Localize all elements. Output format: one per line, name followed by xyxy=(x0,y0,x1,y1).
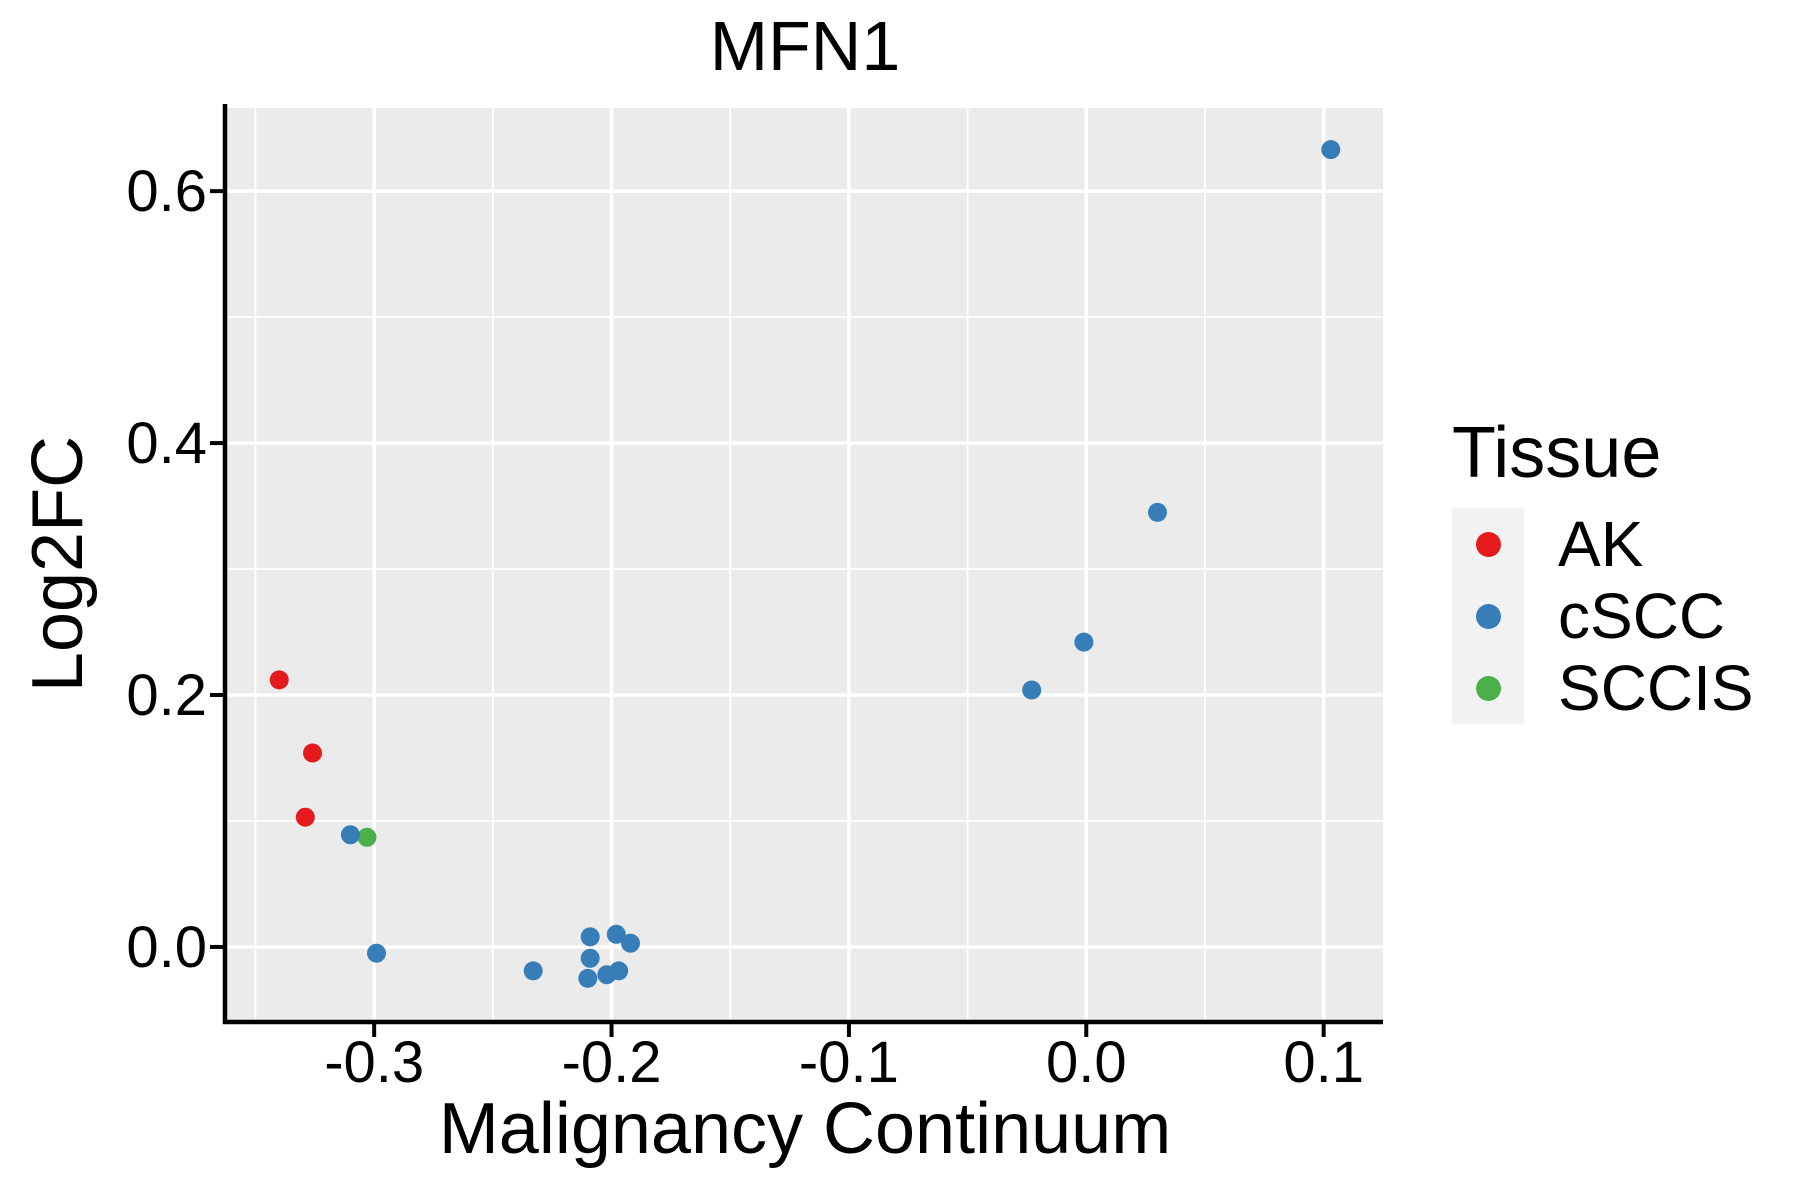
data-point-cscc xyxy=(1148,502,1167,522)
plot-title: MFN1 xyxy=(709,7,901,85)
data-point-cscc xyxy=(606,924,626,944)
legend-title: Tissue xyxy=(1452,413,1662,493)
x-tick-label: 0.0 xyxy=(1046,1030,1127,1095)
plot-panel xyxy=(227,108,1383,1020)
legend: Tissue AK cSCC SCCIS xyxy=(1452,412,1754,724)
legend-row-cscc: cSCC xyxy=(1452,580,1754,652)
data-point-cscc xyxy=(523,961,543,981)
legend-label: cSCC xyxy=(1558,580,1726,652)
data-point-cscc xyxy=(578,968,598,988)
data-point-cscc xyxy=(1321,140,1341,160)
data-point-cscc xyxy=(1074,632,1094,652)
legend-row-ak: AK xyxy=(1452,508,1754,580)
legend-key xyxy=(1452,652,1524,724)
y-tick-label: 0.0 xyxy=(126,915,207,980)
x-tick-label: -0.3 xyxy=(324,1030,424,1095)
legend-dot xyxy=(1475,531,1501,557)
data-point-cscc xyxy=(1022,680,1042,700)
legend-key xyxy=(1452,508,1524,580)
data-point-cscc xyxy=(340,825,360,845)
legend-row-sccis: SCCIS xyxy=(1452,652,1754,724)
legend-dot xyxy=(1475,603,1501,629)
y-tick-label: 0.6 xyxy=(126,159,207,224)
data-point-cscc xyxy=(367,943,386,963)
x-axis-title: Malignancy Continuum xyxy=(438,1089,1172,1169)
legend-rows: AK cSCC SCCIS xyxy=(1452,508,1754,724)
x-tick-label: -0.1 xyxy=(799,1030,899,1095)
data-point-sccis xyxy=(357,827,377,847)
y-tick-label: 0.2 xyxy=(126,663,207,728)
data-point-ak xyxy=(295,807,315,827)
data-point-ak xyxy=(303,743,322,763)
x-tick-label: -0.2 xyxy=(562,1030,662,1095)
y-axis-title: Log2FC xyxy=(18,435,98,693)
legend-label: AK xyxy=(1558,508,1644,580)
data-point-ak xyxy=(269,670,289,690)
x-tick-label: 0.1 xyxy=(1283,1030,1364,1095)
data-point-cscc xyxy=(580,927,600,947)
legend-label: SCCIS xyxy=(1558,652,1754,724)
data-point-cscc xyxy=(621,933,640,953)
legend-dot xyxy=(1475,675,1501,701)
data-point-cscc xyxy=(580,948,600,968)
y-tick-label: 0.4 xyxy=(126,411,207,476)
legend-key xyxy=(1452,580,1524,652)
data-point-cscc xyxy=(609,961,629,981)
